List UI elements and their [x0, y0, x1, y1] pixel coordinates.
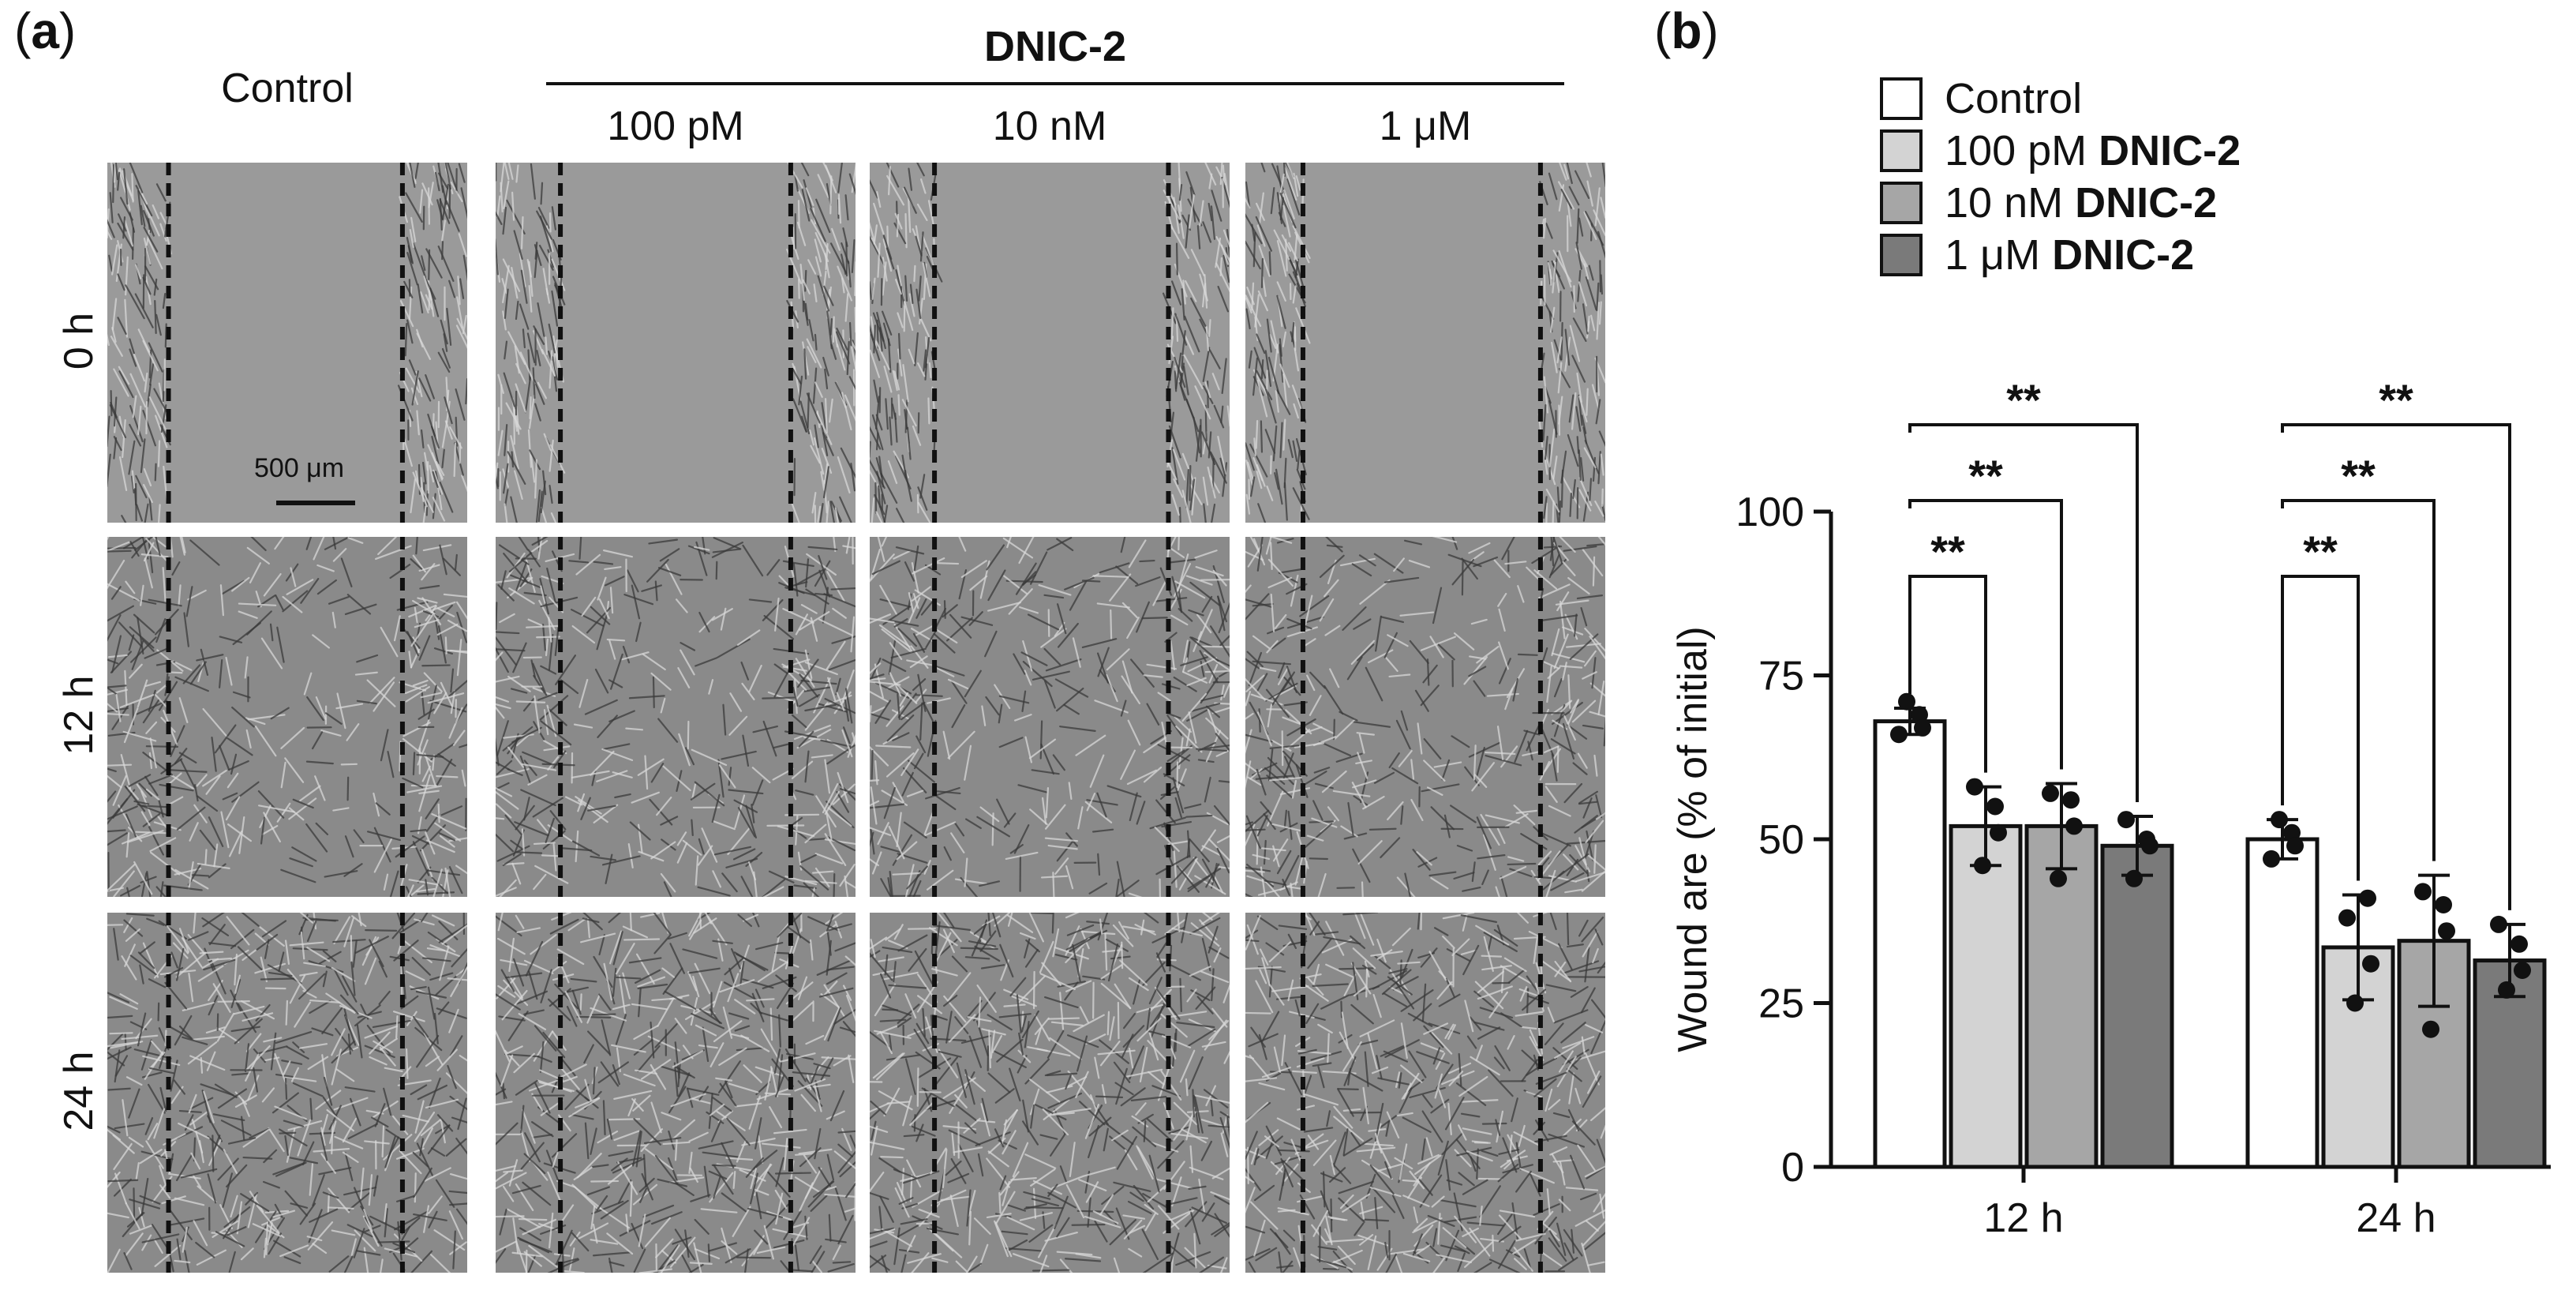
- legend-swatch-100pm: [1880, 129, 1923, 172]
- legend-label-bold: DNIC-2: [2099, 127, 2241, 174]
- data-point: [2042, 784, 2059, 802]
- legend-item: 1 μM DNIC-2: [1880, 229, 2241, 281]
- significance-bracket: [2281, 423, 2511, 910]
- micrograph-tile: [496, 913, 856, 1273]
- scale-bar: [276, 501, 355, 505]
- data-point: [1890, 726, 1908, 744]
- data-point: [2263, 850, 2280, 868]
- column-header-1um: 1 μM: [1379, 103, 1472, 149]
- data-point: [2414, 883, 2432, 901]
- micrograph-tile: [496, 537, 856, 897]
- legend-swatch-1um: [1880, 234, 1923, 276]
- micrograph-tile: [1245, 537, 1605, 897]
- data-point: [2338, 909, 2356, 927]
- data-point: [2141, 837, 2159, 855]
- column-header-10nm: 10 nM: [992, 103, 1107, 149]
- group-title-rule: [546, 82, 1564, 85]
- bar: [1873, 719, 1947, 1169]
- significance-bracket: [1908, 499, 2063, 770]
- significance-stars: **: [1930, 527, 1965, 576]
- data-point: [2422, 1020, 2439, 1038]
- bar: [2473, 958, 2547, 1169]
- micrograph-tile: [870, 913, 1230, 1273]
- significance-bracket: [1908, 423, 2139, 802]
- y-tick-label: 0: [1781, 1145, 1804, 1191]
- legend-swatch-control: [1880, 77, 1923, 120]
- significance-stars: **: [2379, 375, 2413, 425]
- data-point: [1911, 706, 1928, 724]
- significance-stars: **: [2341, 451, 2376, 501]
- micrograph-tile: [107, 913, 467, 1273]
- legend-item: 100 pM DNIC-2: [1880, 125, 2241, 177]
- y-axis-label: Wound are (% of initial): [1670, 626, 1716, 1052]
- data-point: [2346, 994, 2364, 1012]
- legend-item: Control: [1880, 73, 2241, 125]
- data-point: [2117, 811, 2135, 829]
- data-point: [1914, 718, 1931, 737]
- y-tick-label: 100: [1735, 489, 1804, 535]
- micrograph-tile: [107, 163, 467, 523]
- legend-label: 1 μM: [1945, 231, 2053, 279]
- legend-label: Control: [1945, 75, 2083, 122]
- significance-bracket: [2281, 499, 2436, 861]
- y-tick-label: 25: [1758, 981, 1804, 1027]
- data-point: [1986, 797, 2004, 816]
- data-point: [2286, 837, 2304, 855]
- data-point: [2062, 791, 2080, 809]
- data-point: [1966, 778, 1983, 796]
- column-header-control: Control: [221, 66, 354, 111]
- significance-stars: **: [1968, 451, 2003, 501]
- data-point: [2050, 869, 2067, 887]
- bar: [2100, 843, 2174, 1169]
- bar: [1949, 823, 2023, 1169]
- legend-swatch-10nm: [1880, 182, 1923, 224]
- micrograph-tile: [870, 537, 1230, 897]
- data-point: [2125, 869, 2143, 887]
- legend-item: 10 nM DNIC-2: [1880, 177, 2241, 229]
- micrograph-tile: [496, 163, 856, 523]
- micrograph-tile: [1245, 913, 1605, 1273]
- significance-stars: **: [2303, 527, 2338, 576]
- data-point: [2362, 955, 2379, 973]
- x-tick-label: 12 h: [1983, 1195, 2063, 1241]
- data-point: [2271, 811, 2288, 829]
- significance-stars: **: [2006, 375, 2041, 425]
- scale-bar-label: 500 μm: [254, 453, 345, 483]
- data-point: [1990, 823, 2007, 842]
- data-point: [2359, 889, 2376, 907]
- micrograph-tile: [107, 537, 467, 897]
- data-point: [2283, 823, 2301, 842]
- panel-b-label: (b): [1654, 2, 1719, 59]
- chart-legend: Control 100 pM DNIC-2 10 nM DNIC-2 1 μM …: [1880, 73, 2241, 281]
- legend-label: 100 pM: [1945, 127, 2099, 174]
- data-point: [2514, 962, 2531, 979]
- column-header-100pm: 100 pM: [607, 103, 744, 149]
- micrograph-tile: [870, 163, 1230, 523]
- data-point: [1898, 692, 1915, 711]
- y-tick-label: 50: [1758, 817, 1804, 863]
- bar: [2245, 837, 2320, 1169]
- data-point: [2510, 935, 2528, 953]
- data-point: [2438, 922, 2455, 940]
- panel-a-label: (a): [14, 2, 77, 59]
- x-tick-label: 24 h: [2356, 1195, 2436, 1241]
- y-tick-label: 75: [1758, 654, 1804, 700]
- micrograph-tile: [1245, 163, 1605, 523]
- legend-label-bold: DNIC-2: [2075, 179, 2218, 227]
- group-title-dnic2: DNIC-2: [983, 23, 1126, 70]
- data-point: [2498, 981, 2515, 999]
- data-point: [1974, 857, 1991, 875]
- legend-label: 10 nM: [1945, 179, 2076, 227]
- data-point: [2065, 817, 2083, 835]
- data-point: [2490, 915, 2507, 933]
- data-point: [2435, 896, 2452, 913]
- legend-label-bold: DNIC-2: [2052, 231, 2195, 279]
